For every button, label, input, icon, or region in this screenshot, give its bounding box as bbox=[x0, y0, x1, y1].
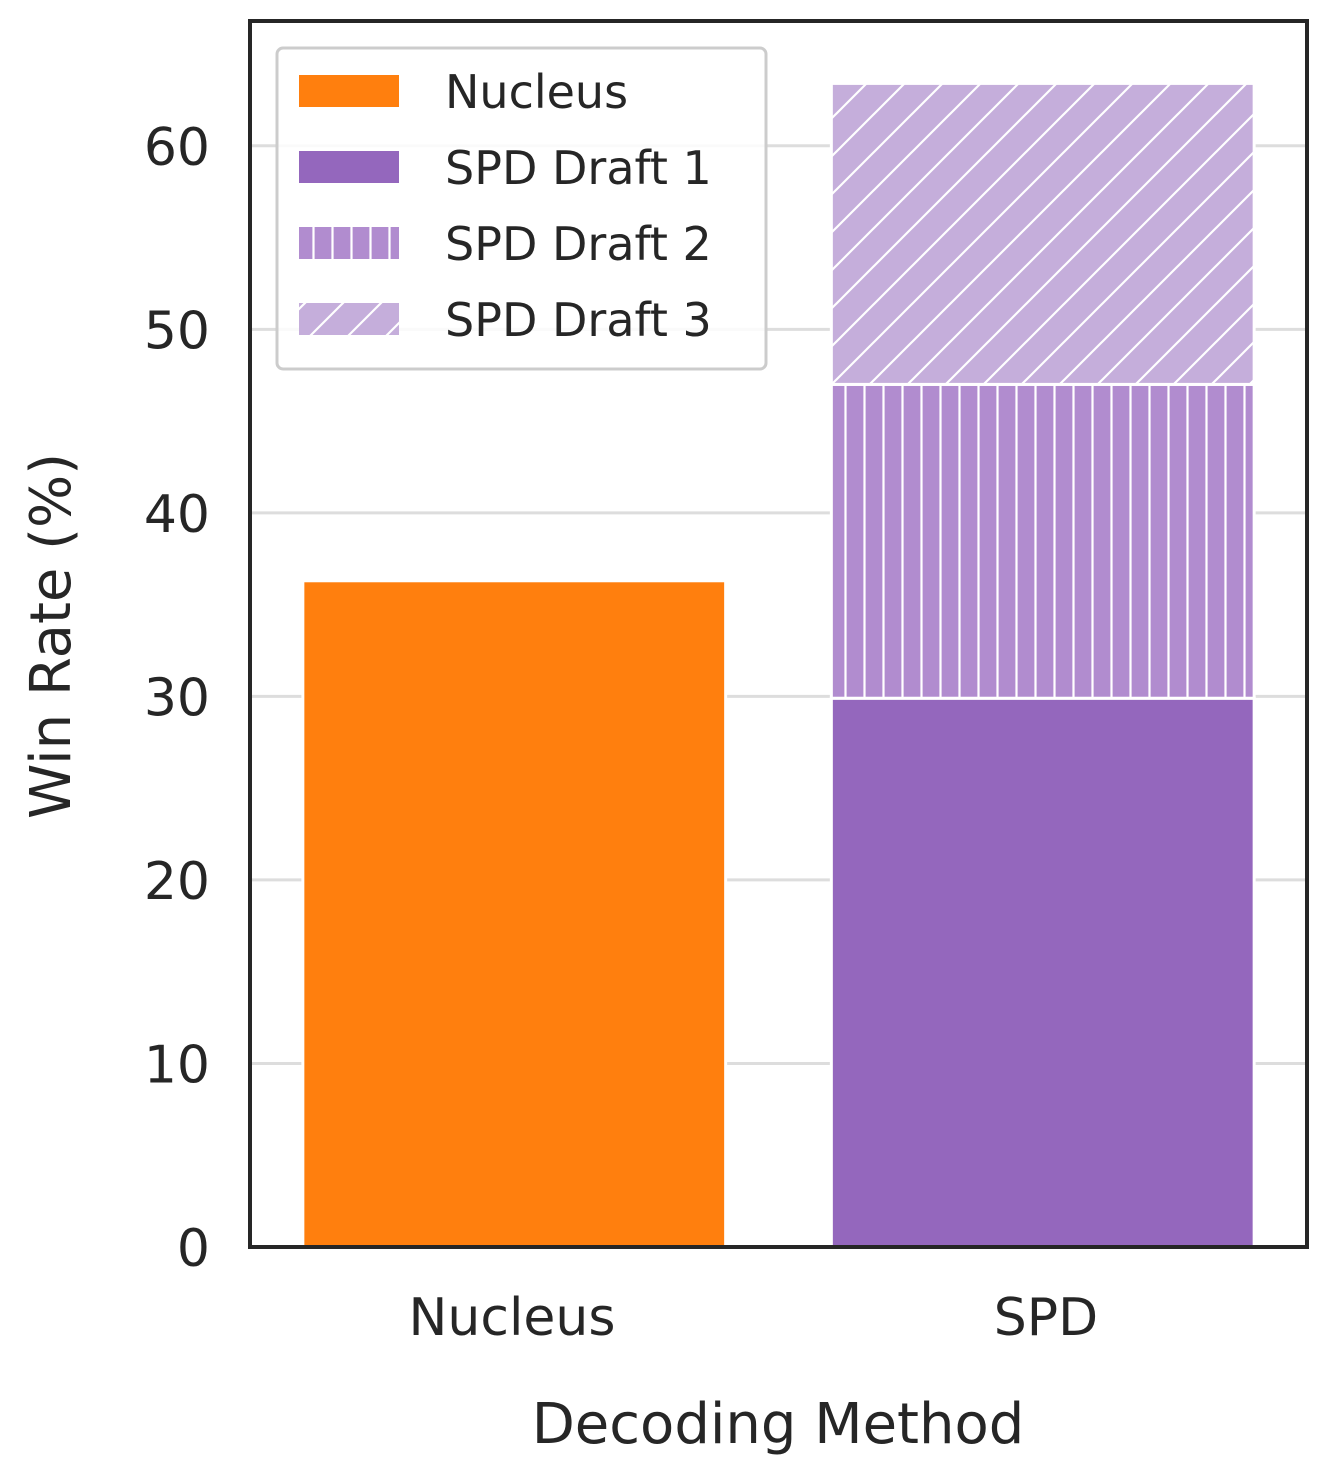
legend: Nucleus SPD Draft 1 SPD Draft 2 SPD Draf… bbox=[275, 46, 768, 371]
bar-spd-spd-draft-3 bbox=[829, 81, 1256, 386]
bar-spd-spd-draft-1 bbox=[829, 696, 1256, 1249]
legend-swatch-spd-draft-3 bbox=[299, 303, 399, 335]
bar-nucleus-nucleus bbox=[301, 579, 728, 1249]
y-tick-labels: 0 10 20 30 40 50 60 bbox=[144, 118, 210, 1279]
y-tick-label-20: 20 bbox=[144, 852, 210, 912]
x-tick-label-nucleus: Nucleus bbox=[409, 1288, 616, 1348]
y-tick-label-0: 0 bbox=[177, 1219, 210, 1279]
x-tick-label-spd: SPD bbox=[994, 1288, 1098, 1348]
plot-frame bbox=[248, 19, 1309, 1249]
legend-swatch-spd-draft-1 bbox=[299, 151, 399, 183]
legend-label-nucleus: Nucleus bbox=[445, 65, 628, 119]
bars bbox=[301, 81, 1256, 1249]
legend-swatch-nucleus bbox=[299, 75, 399, 107]
bar-spd-spd-draft-2 bbox=[829, 382, 1256, 700]
y-tick-label-10: 10 bbox=[144, 1035, 210, 1095]
legend-label-spd-draft-2: SPD Draft 2 bbox=[445, 217, 712, 271]
y-tick-label-40: 40 bbox=[144, 485, 210, 545]
legend-swatch-spd-draft-2 bbox=[299, 227, 399, 259]
legend-label-spd-draft-3: SPD Draft 3 bbox=[445, 293, 712, 347]
legend-box bbox=[275, 46, 768, 371]
y-tick-label-30: 30 bbox=[144, 668, 210, 728]
y-axis-title: Win Rate (%) bbox=[19, 453, 84, 819]
y-tick-label-50: 50 bbox=[144, 301, 210, 361]
legend-label-spd-draft-1: SPD Draft 1 bbox=[445, 141, 712, 195]
y-tick-label-60: 60 bbox=[144, 118, 210, 178]
x-axis-title: Decoding Method bbox=[532, 1392, 1025, 1457]
